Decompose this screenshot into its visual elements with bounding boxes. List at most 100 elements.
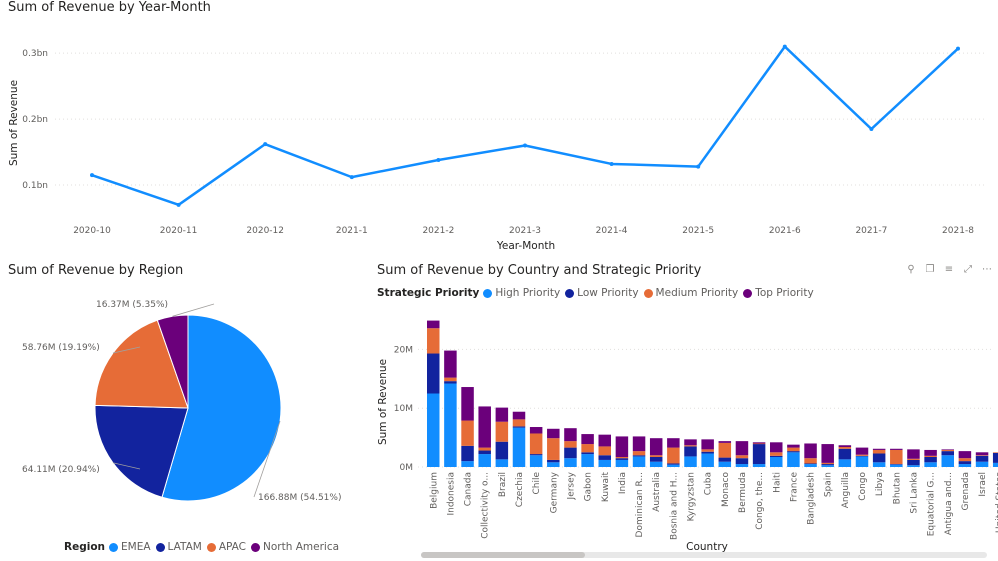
line-point[interactable] bbox=[609, 161, 614, 166]
bar-segment-medium-priority[interactable] bbox=[958, 458, 972, 462]
bar-segment-high-priority[interactable] bbox=[907, 465, 920, 467]
bar-segment-high-priority[interactable] bbox=[992, 462, 998, 467]
bar-segment-high-priority[interactable] bbox=[581, 454, 594, 467]
bar-segment-low-priority[interactable] bbox=[907, 459, 920, 466]
bar-segment-medium-priority[interactable] bbox=[735, 455, 749, 459]
more-icon[interactable]: ⋯ bbox=[982, 264, 992, 275]
bar-segment-medium-priority[interactable] bbox=[804, 458, 817, 464]
bar-segment-high-priority[interactable] bbox=[975, 461, 989, 467]
bar-segment-top-priority[interactable] bbox=[427, 320, 440, 329]
bar-legend-item-medium-priority[interactable]: Medium Priority bbox=[643, 287, 738, 299]
bar-segment-medium-priority[interactable] bbox=[444, 377, 457, 382]
bar-segment-low-priority[interactable] bbox=[444, 381, 457, 384]
bar-segment-high-priority[interactable] bbox=[941, 455, 955, 467]
bar-segment-top-priority[interactable] bbox=[975, 452, 989, 456]
bar-segment-high-priority[interactable] bbox=[701, 453, 714, 467]
bar-segment-medium-priority[interactable] bbox=[992, 452, 998, 453]
bar-segment-low-priority[interactable] bbox=[821, 464, 834, 466]
bar-segment-medium-priority[interactable] bbox=[461, 420, 474, 446]
line-point[interactable] bbox=[176, 202, 181, 207]
bar-segment-high-priority[interactable] bbox=[427, 393, 440, 468]
bar-segment-high-priority[interactable] bbox=[804, 464, 817, 467]
bar-segment-medium-priority[interactable] bbox=[598, 446, 612, 456]
line-point[interactable] bbox=[263, 142, 268, 147]
bar-segment-low-priority[interactable] bbox=[632, 455, 646, 457]
pie-slice-latam[interactable] bbox=[94, 404, 189, 498]
bar-legend-item-top-priority[interactable]: Top Priority bbox=[743, 287, 814, 299]
bar-legend-item-low-priority[interactable]: Low Priority bbox=[565, 287, 639, 299]
bar-segment-medium-priority[interactable] bbox=[855, 454, 869, 456]
focus-icon[interactable]: ⤢ bbox=[964, 264, 972, 275]
line-point[interactable] bbox=[523, 143, 527, 148]
bar-segment-low-priority[interactable] bbox=[958, 461, 972, 465]
bar-segment-high-priority[interactable] bbox=[718, 461, 732, 467]
bar-segment-high-priority[interactable] bbox=[564, 458, 577, 467]
bar-segment-high-priority[interactable] bbox=[615, 459, 629, 467]
bar-segment-top-priority[interactable] bbox=[495, 407, 509, 422]
bar-segment-medium-priority[interactable] bbox=[872, 449, 886, 454]
bar-segment-top-priority[interactable] bbox=[890, 448, 903, 450]
bar-segment-top-priority[interactable] bbox=[958, 451, 972, 459]
bar-segment-top-priority[interactable] bbox=[838, 445, 852, 448]
bar-segment-top-priority[interactable] bbox=[684, 439, 697, 446]
bar-segment-top-priority[interactable] bbox=[907, 449, 920, 459]
bar-segment-low-priority[interactable] bbox=[495, 441, 509, 460]
bar-segment-high-priority[interactable] bbox=[872, 462, 886, 467]
bar-segment-top-priority[interactable] bbox=[598, 434, 612, 447]
bar-segment-high-priority[interactable] bbox=[958, 464, 972, 467]
bar-segment-top-priority[interactable] bbox=[872, 448, 886, 450]
bar-segment-medium-priority[interactable] bbox=[667, 447, 680, 464]
bar-segment-top-priority[interactable] bbox=[752, 442, 766, 444]
bar-segment-top-priority[interactable] bbox=[581, 434, 594, 445]
bar-segment-high-priority[interactable] bbox=[598, 459, 612, 467]
bar-segment-medium-priority[interactable] bbox=[649, 455, 663, 458]
bar-segment-top-priority[interactable] bbox=[615, 436, 629, 458]
bar-legend-item-high-priority[interactable]: High Priority bbox=[483, 287, 560, 299]
bar-segment-low-priority[interactable] bbox=[975, 455, 989, 462]
bar-segment-low-priority[interactable] bbox=[735, 458, 749, 465]
bar-segment-top-priority[interactable] bbox=[547, 428, 560, 439]
bar-segment-low-priority[interactable] bbox=[787, 451, 800, 453]
bar-segment-top-priority[interactable] bbox=[478, 406, 491, 448]
bar-segment-top-priority[interactable] bbox=[821, 444, 834, 463]
bar-segment-low-priority[interactable] bbox=[581, 452, 594, 455]
bar-segment-high-priority[interactable] bbox=[649, 461, 663, 467]
bar-segment-low-priority[interactable] bbox=[752, 444, 766, 465]
bar-segment-high-priority[interactable] bbox=[838, 459, 852, 467]
bar-segment-low-priority[interactable] bbox=[461, 445, 474, 462]
bar-chart[interactable]: 0M 10M 20M Belgium Indonesia Canada Collectivi… bbox=[373, 300, 998, 560]
bar-segment-top-priority[interactable] bbox=[512, 411, 526, 420]
bar-segment-top-priority[interactable] bbox=[701, 439, 714, 450]
bar-segment-medium-priority[interactable] bbox=[581, 444, 594, 453]
bar-segment-medium-priority[interactable] bbox=[512, 419, 526, 427]
bar-segment-medium-priority[interactable] bbox=[941, 449, 955, 452]
bar-segment-low-priority[interactable] bbox=[701, 451, 714, 454]
bar-segment-high-priority[interactable] bbox=[855, 456, 869, 467]
line-point[interactable] bbox=[869, 127, 874, 131]
pie-legend-item-north-america[interactable]: North America bbox=[251, 541, 339, 553]
line-point[interactable] bbox=[90, 173, 94, 178]
bar-segment-medium-priority[interactable] bbox=[684, 445, 697, 447]
line-chart[interactable]: 0.1bn 0.2bn 0.3bn 2020-10 2020-11 2020-12 2021… bbox=[0, 0, 998, 260]
bar-segment-low-priority[interactable] bbox=[564, 447, 577, 459]
bar-segment-low-priority[interactable] bbox=[890, 464, 903, 465]
bar-segment-top-priority[interactable] bbox=[735, 441, 749, 456]
bar-segment-high-priority[interactable] bbox=[735, 464, 749, 467]
bar-segment-high-priority[interactable] bbox=[924, 462, 937, 467]
bar-segment-medium-priority[interactable] bbox=[564, 441, 577, 448]
bar-segment-medium-priority[interactable] bbox=[529, 433, 543, 455]
bar-segment-medium-priority[interactable] bbox=[632, 451, 646, 456]
line-point[interactable] bbox=[956, 46, 960, 51]
bar-segment-medium-priority[interactable] bbox=[924, 455, 937, 458]
bar-segment-low-priority[interactable] bbox=[872, 453, 886, 463]
bar-segment-top-priority[interactable] bbox=[444, 350, 457, 378]
bar-segment-top-priority[interactable] bbox=[855, 447, 869, 455]
bar-segment-medium-priority[interactable] bbox=[547, 438, 560, 460]
bar-segment-top-priority[interactable] bbox=[770, 442, 783, 453]
bar-segment-high-priority[interactable] bbox=[787, 452, 800, 467]
horizontal-scrollbar[interactable] bbox=[421, 552, 987, 558]
bar-segment-medium-priority[interactable] bbox=[787, 447, 800, 452]
bar-segment-high-priority[interactable] bbox=[478, 454, 491, 467]
bar-segment-high-priority[interactable] bbox=[770, 457, 783, 467]
bar-segment-medium-priority[interactable] bbox=[718, 442, 732, 458]
